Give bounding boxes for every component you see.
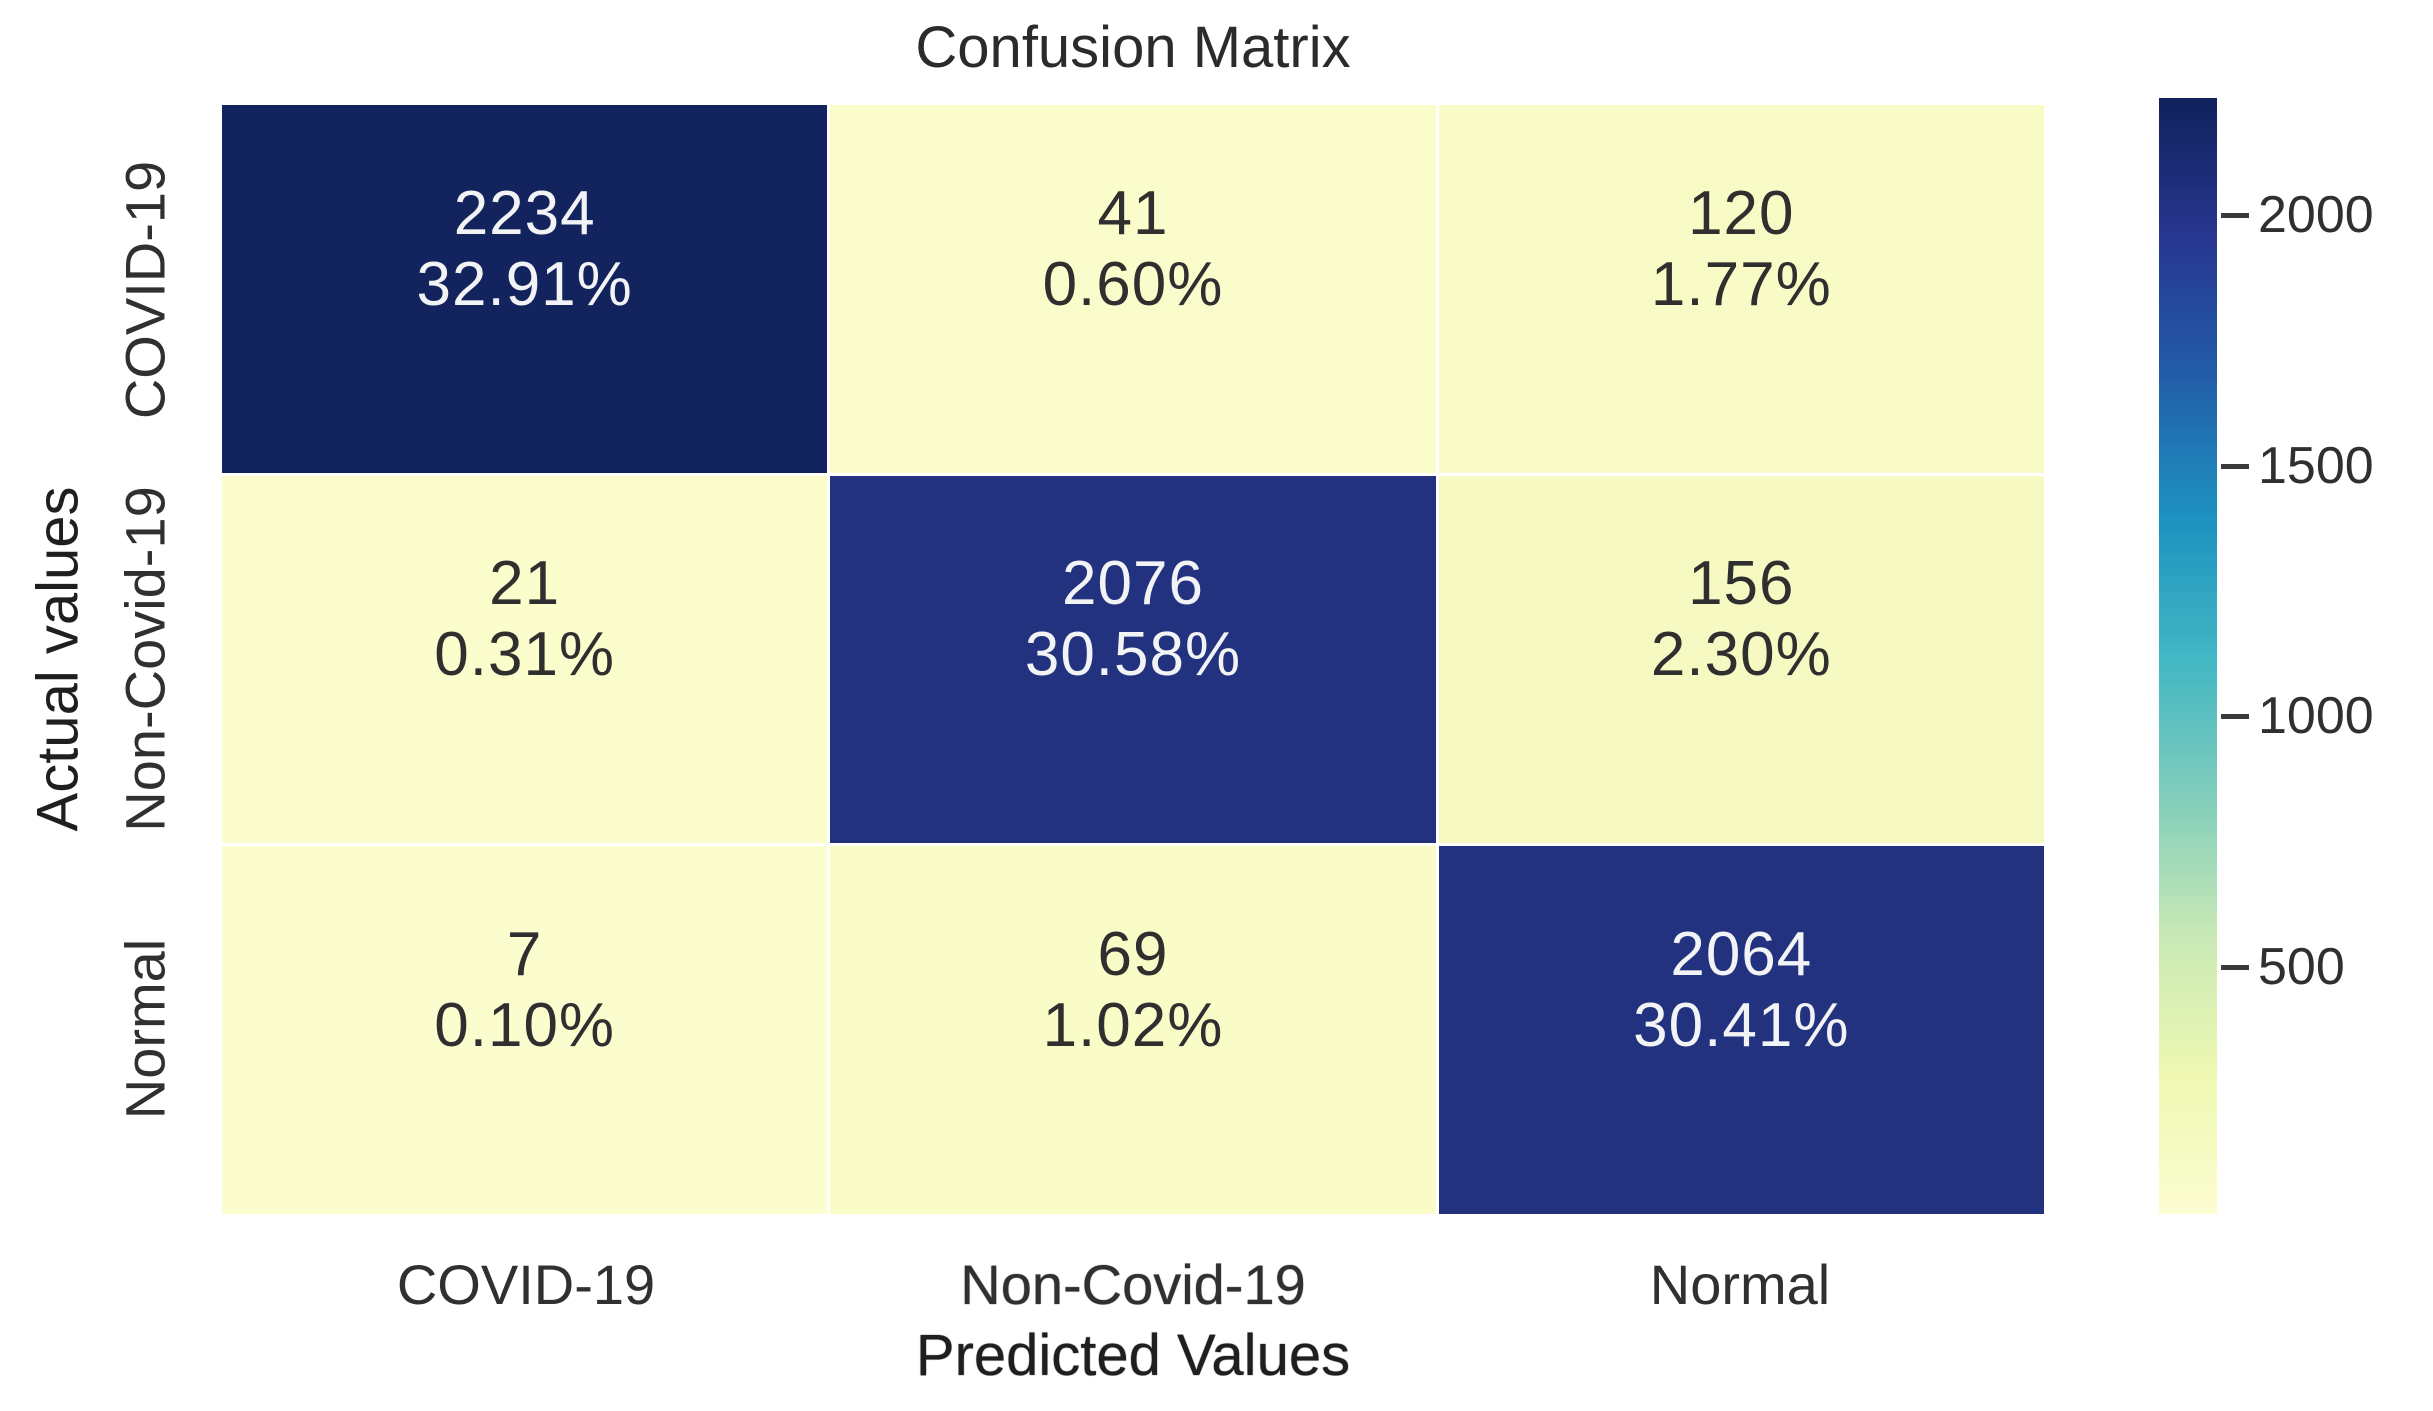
cell-percent: 1.77% [1650,249,1832,319]
heatmap-cell-r1c0: 21 0.31% [222,475,828,844]
cell-count: 120 [1688,178,1795,248]
heatmap-cell-r0c2: 120 1.77% [1438,105,2044,473]
colorbar-tick-label: 500 [2258,937,2345,996]
colorbar-tick-label: 1000 [2258,687,2374,746]
cell-percent: 30.58% [1024,620,1242,690]
cell-percent: 0.31% [434,620,616,690]
cell-count: 21 [489,549,561,619]
x-axis-label: Predicted Values [915,1323,1351,1388]
colorbar-tick-label: 1500 [2258,436,2374,495]
heatmap-cell-r1c2: 156 2.30% [1438,475,2044,844]
cell-count: 2234 [453,178,596,248]
heatmap-cell-r0c0: 2234 32.91% [222,105,828,473]
heatmap-cell-r2c0: 7 0.10% [222,846,828,1214]
colorbar-tick-mark [2221,463,2249,469]
cell-count: 156 [1688,549,1795,619]
y-axis-label: Actual values [25,486,91,832]
colorbar-tick-label: 2000 [2258,186,2374,245]
x-tick-covid19: COVID-19 [396,1253,656,1316]
cell-count: 2064 [1670,920,1813,990]
cell-percent: 2.30% [1650,620,1832,690]
cell-count: 2076 [1062,549,1204,619]
heatmap-cell-r1c1: 2076 30.58% [830,475,1436,844]
cell-percent: 32.91% [416,249,633,319]
y-tick-covid19: COVID-19 [113,160,177,420]
y-tick-non-covid19: Non-Covid-19 [113,486,177,832]
heatmap-cell-r0c1: 41 0.60% [830,105,1436,473]
cell-count: 7 [506,920,543,990]
cell-count: 69 [1097,920,1169,990]
cell-percent: 30.41% [1633,991,1850,1061]
cell-count: 41 [1097,178,1169,248]
x-tick-normal: Normal [1649,1253,1831,1316]
cell-percent: 1.02% [1042,991,1224,1061]
heatmap-grid: 2234 32.91% 41 0.60% 120 1.77% 21 0.31% 2076… [222,105,2044,1214]
colorbar-gradient [2159,98,2217,1214]
colorbar-tick-mark [2221,213,2249,219]
chart-title: Confusion Matrix [915,15,1351,80]
heatmap-cell-r2c2: 2064 30.41% [1438,846,2044,1214]
cell-percent: 0.10% [434,991,616,1061]
x-tick-non-covid19: Non-Covid-19 [960,1253,1306,1316]
heatmap-cell-r2c1: 69 1.02% [830,846,1436,1214]
y-tick-normal: Normal [113,938,177,1120]
cell-percent: 0.60% [1042,249,1224,319]
colorbar-tick-mark [2221,714,2249,720]
colorbar-tick-mark [2221,964,2249,970]
